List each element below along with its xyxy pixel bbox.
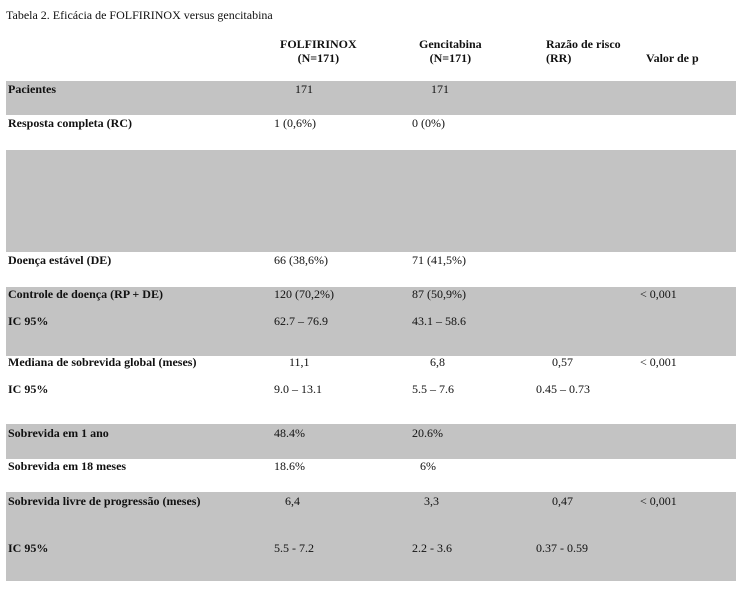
header-valor-de-p: Valor de p — [646, 51, 699, 65]
row-band — [6, 492, 736, 581]
cell-p-value: < 0,001 — [640, 287, 677, 301]
row-band — [6, 287, 736, 356]
cell-rr: 0.45 – 0.73 — [536, 382, 590, 396]
row-label: Controle de doença (RP + DE) — [8, 287, 163, 301]
row-label: Mediana de sobrevida global (meses) — [8, 355, 197, 369]
cell-gencitabina: 171 — [431, 82, 449, 96]
header-gencitabina-n: (N=171) — [429, 51, 472, 65]
cell-gencitabina: 3,3 — [424, 494, 439, 508]
cell-gencitabina: 43.1 – 58.6 — [412, 314, 466, 328]
cell-rr: 0.37 - 0.59 — [536, 541, 588, 555]
row-band — [6, 150, 736, 252]
cell-gencitabina: 6% — [420, 459, 436, 473]
row-label: Sobrevida livre de progressão (meses) — [8, 494, 201, 508]
header-folfirinox: FOLFIRINOX (N=171) — [280, 37, 357, 65]
header-rr-abbr: (RR) — [546, 51, 572, 65]
header-p-name: Valor de p — [646, 51, 699, 65]
cell-folfirinox: 48.4% — [274, 426, 305, 440]
header-folfirinox-n: (N=171) — [297, 51, 340, 65]
row-label: Sobrevida em 18 meses — [8, 459, 127, 473]
row-label: IC 95% — [8, 541, 49, 555]
row-label: Sobrevida em 1 ano — [8, 426, 109, 440]
cell-p-value: < 0,001 — [640, 494, 677, 508]
cell-folfirinox: 18.6% — [274, 459, 305, 473]
cell-gencitabina: 0 (0%) — [412, 116, 445, 130]
header-gencitabina: Gencitabina (N=171) — [419, 37, 482, 65]
cell-folfirinox: 66 (38,6%) — [274, 253, 328, 267]
header-razao-de-risco: Razão de risco (RR) — [546, 37, 621, 65]
cell-rr: 0,47 — [552, 494, 573, 508]
row-band — [6, 424, 736, 459]
cell-folfirinox: 1 (0,6%) — [274, 116, 316, 130]
cell-gencitabina: 5.5 – 7.6 — [412, 382, 454, 396]
cell-folfirinox: 6,4 — [285, 494, 300, 508]
cell-gencitabina: 87 (50,9%) — [412, 287, 466, 301]
row-label: Pacientes — [8, 82, 56, 96]
table-caption: Tabela 2. Eficácia de FOLFIRINOX versus … — [6, 8, 273, 22]
cell-folfirinox: 171 — [295, 82, 313, 96]
row-band — [6, 81, 736, 115]
row-label: IC 95% — [8, 314, 49, 328]
header-rr-name: Razão de risco — [546, 37, 621, 51]
cell-gencitabina: 2.2 - 3.6 — [412, 541, 452, 555]
row-label: Resposta completa (RC) — [8, 116, 132, 130]
cell-gencitabina: 6,8 — [430, 355, 445, 369]
cell-gencitabina: 20.6% — [412, 426, 443, 440]
row-label: Doença estável (DE) — [8, 253, 112, 267]
cell-folfirinox: 9.0 – 13.1 — [274, 382, 322, 396]
cell-folfirinox: 11,1 — [289, 355, 310, 369]
cell-folfirinox: 5.5 - 7.2 — [274, 541, 314, 555]
cell-folfirinox: 62.7 – 76.9 — [274, 314, 328, 328]
cell-folfirinox: 120 (70,2%) — [274, 287, 334, 301]
cell-rr: 0,57 — [552, 355, 573, 369]
row-label: IC 95% — [8, 382, 49, 396]
header-gencitabina-name: Gencitabina — [419, 37, 482, 51]
cell-gencitabina: 71 (41,5%) — [412, 253, 466, 267]
cell-p-value: < 0,001 — [640, 355, 677, 369]
header-folfirinox-name: FOLFIRINOX — [280, 37, 357, 51]
